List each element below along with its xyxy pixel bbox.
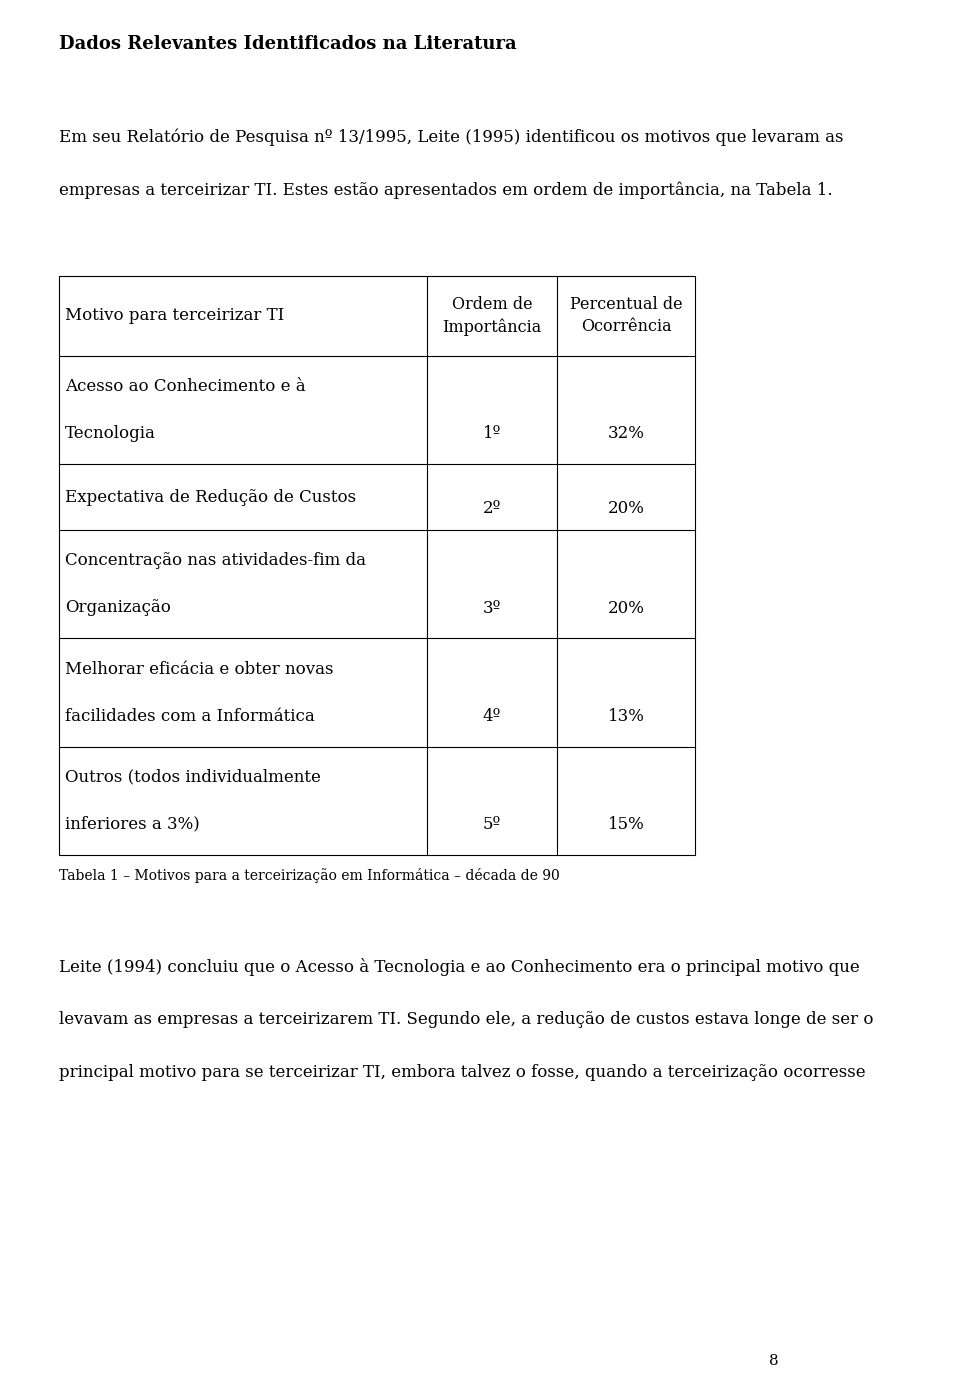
Bar xyxy=(59,276,695,855)
Text: Leite (1994) concluiu que o Acesso à Tecnologia e ao Conhecimento era o principa: Leite (1994) concluiu que o Acesso à Tec… xyxy=(59,958,859,976)
Text: 20%: 20% xyxy=(608,500,644,517)
Text: 4º: 4º xyxy=(483,708,501,724)
Text: principal motivo para se terceirizar TI, embora talvez o fosse, quando a terceir: principal motivo para se terceirizar TI,… xyxy=(59,1064,865,1080)
Text: Percentual de
Ocorrência: Percentual de Ocorrência xyxy=(569,296,683,335)
Text: 8: 8 xyxy=(769,1355,779,1368)
Text: 5º: 5º xyxy=(483,816,501,832)
Text: 32%: 32% xyxy=(608,425,644,442)
Text: 15%: 15% xyxy=(608,816,644,832)
Text: Dados Relevantes Identificados na Literatura: Dados Relevantes Identificados na Litera… xyxy=(59,35,516,53)
Text: Acesso ao Conhecimento e à

Tecnologia: Acesso ao Conhecimento e à Tecnologia xyxy=(65,378,306,442)
Text: 1º: 1º xyxy=(483,425,501,442)
Text: Concentração nas atividades-fim da

Organização: Concentração nas atividades-fim da Organ… xyxy=(65,553,367,616)
Text: 20%: 20% xyxy=(608,600,644,616)
Text: 13%: 13% xyxy=(608,708,644,724)
Text: Motivo para terceirizar TI: Motivo para terceirizar TI xyxy=(65,307,284,324)
Text: levavam as empresas a terceirizarem TI. Segundo ele, a redução de custos estava : levavam as empresas a terceirizarem TI. … xyxy=(59,1011,873,1028)
Text: 3º: 3º xyxy=(483,600,501,616)
Text: Expectativa de Redução de Custos: Expectativa de Redução de Custos xyxy=(65,489,356,506)
Text: Melhorar eficácia e obter novas

facilidades com a Informática: Melhorar eficácia e obter novas facilida… xyxy=(65,661,334,724)
Text: Tabela 1 – Motivos para a terceirização em Informática – década de 90: Tabela 1 – Motivos para a terceirização … xyxy=(59,868,560,884)
Text: empresas a terceirizar TI. Estes estão apresentados em ordem de importância, na : empresas a terceirizar TI. Estes estão a… xyxy=(59,181,832,199)
Text: Em seu Relatório de Pesquisa nº 13/1995, Leite (1995) identificou os motivos que: Em seu Relatório de Pesquisa nº 13/1995,… xyxy=(59,129,843,147)
Text: Ordem de
Importância: Ordem de Importância xyxy=(443,296,541,335)
Text: 2º: 2º xyxy=(483,500,501,517)
Text: Outros (todos individualmente

inferiores a 3%): Outros (todos individualmente inferiores… xyxy=(65,769,322,832)
